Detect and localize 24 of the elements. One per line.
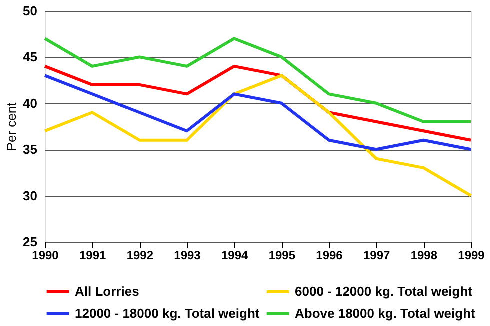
x-tick-label: 1991	[79, 248, 107, 262]
x-tick-label: 1992	[126, 248, 154, 262]
line-series	[44, 37, 472, 124]
legend-label: 12000 - 18000 kg. Total weight	[75, 306, 260, 321]
x-tick-label: 1990	[32, 248, 60, 262]
y-tick-label: 40	[23, 96, 38, 111]
x-tick-label: 1996	[316, 248, 344, 262]
y-tick-label: 25	[23, 234, 38, 250]
legend-label: All Lorries	[75, 284, 140, 299]
line-series	[44, 74, 472, 152]
y-tick-label: 50	[23, 4, 38, 18]
line-series	[44, 74, 472, 198]
x-tick-label: 1997	[363, 248, 391, 262]
x-tick-label: 1994	[221, 248, 249, 262]
x-tick-label: 1998	[410, 248, 438, 262]
x-tick-label: 1993	[174, 248, 202, 262]
y-tick-label: 30	[23, 188, 38, 204]
y-axis-title: Per cent	[4, 102, 20, 152]
y-tick-label: 35	[23, 142, 38, 158]
x-tick-label: 1995	[268, 248, 296, 262]
y-tick-label: 45	[23, 50, 38, 65]
legend-label: Above 18000 kg. Total weight	[295, 306, 476, 321]
legend-label: 6000 - 12000 kg. Total weight	[295, 284, 474, 299]
x-tick-label: 1999	[458, 248, 486, 262]
